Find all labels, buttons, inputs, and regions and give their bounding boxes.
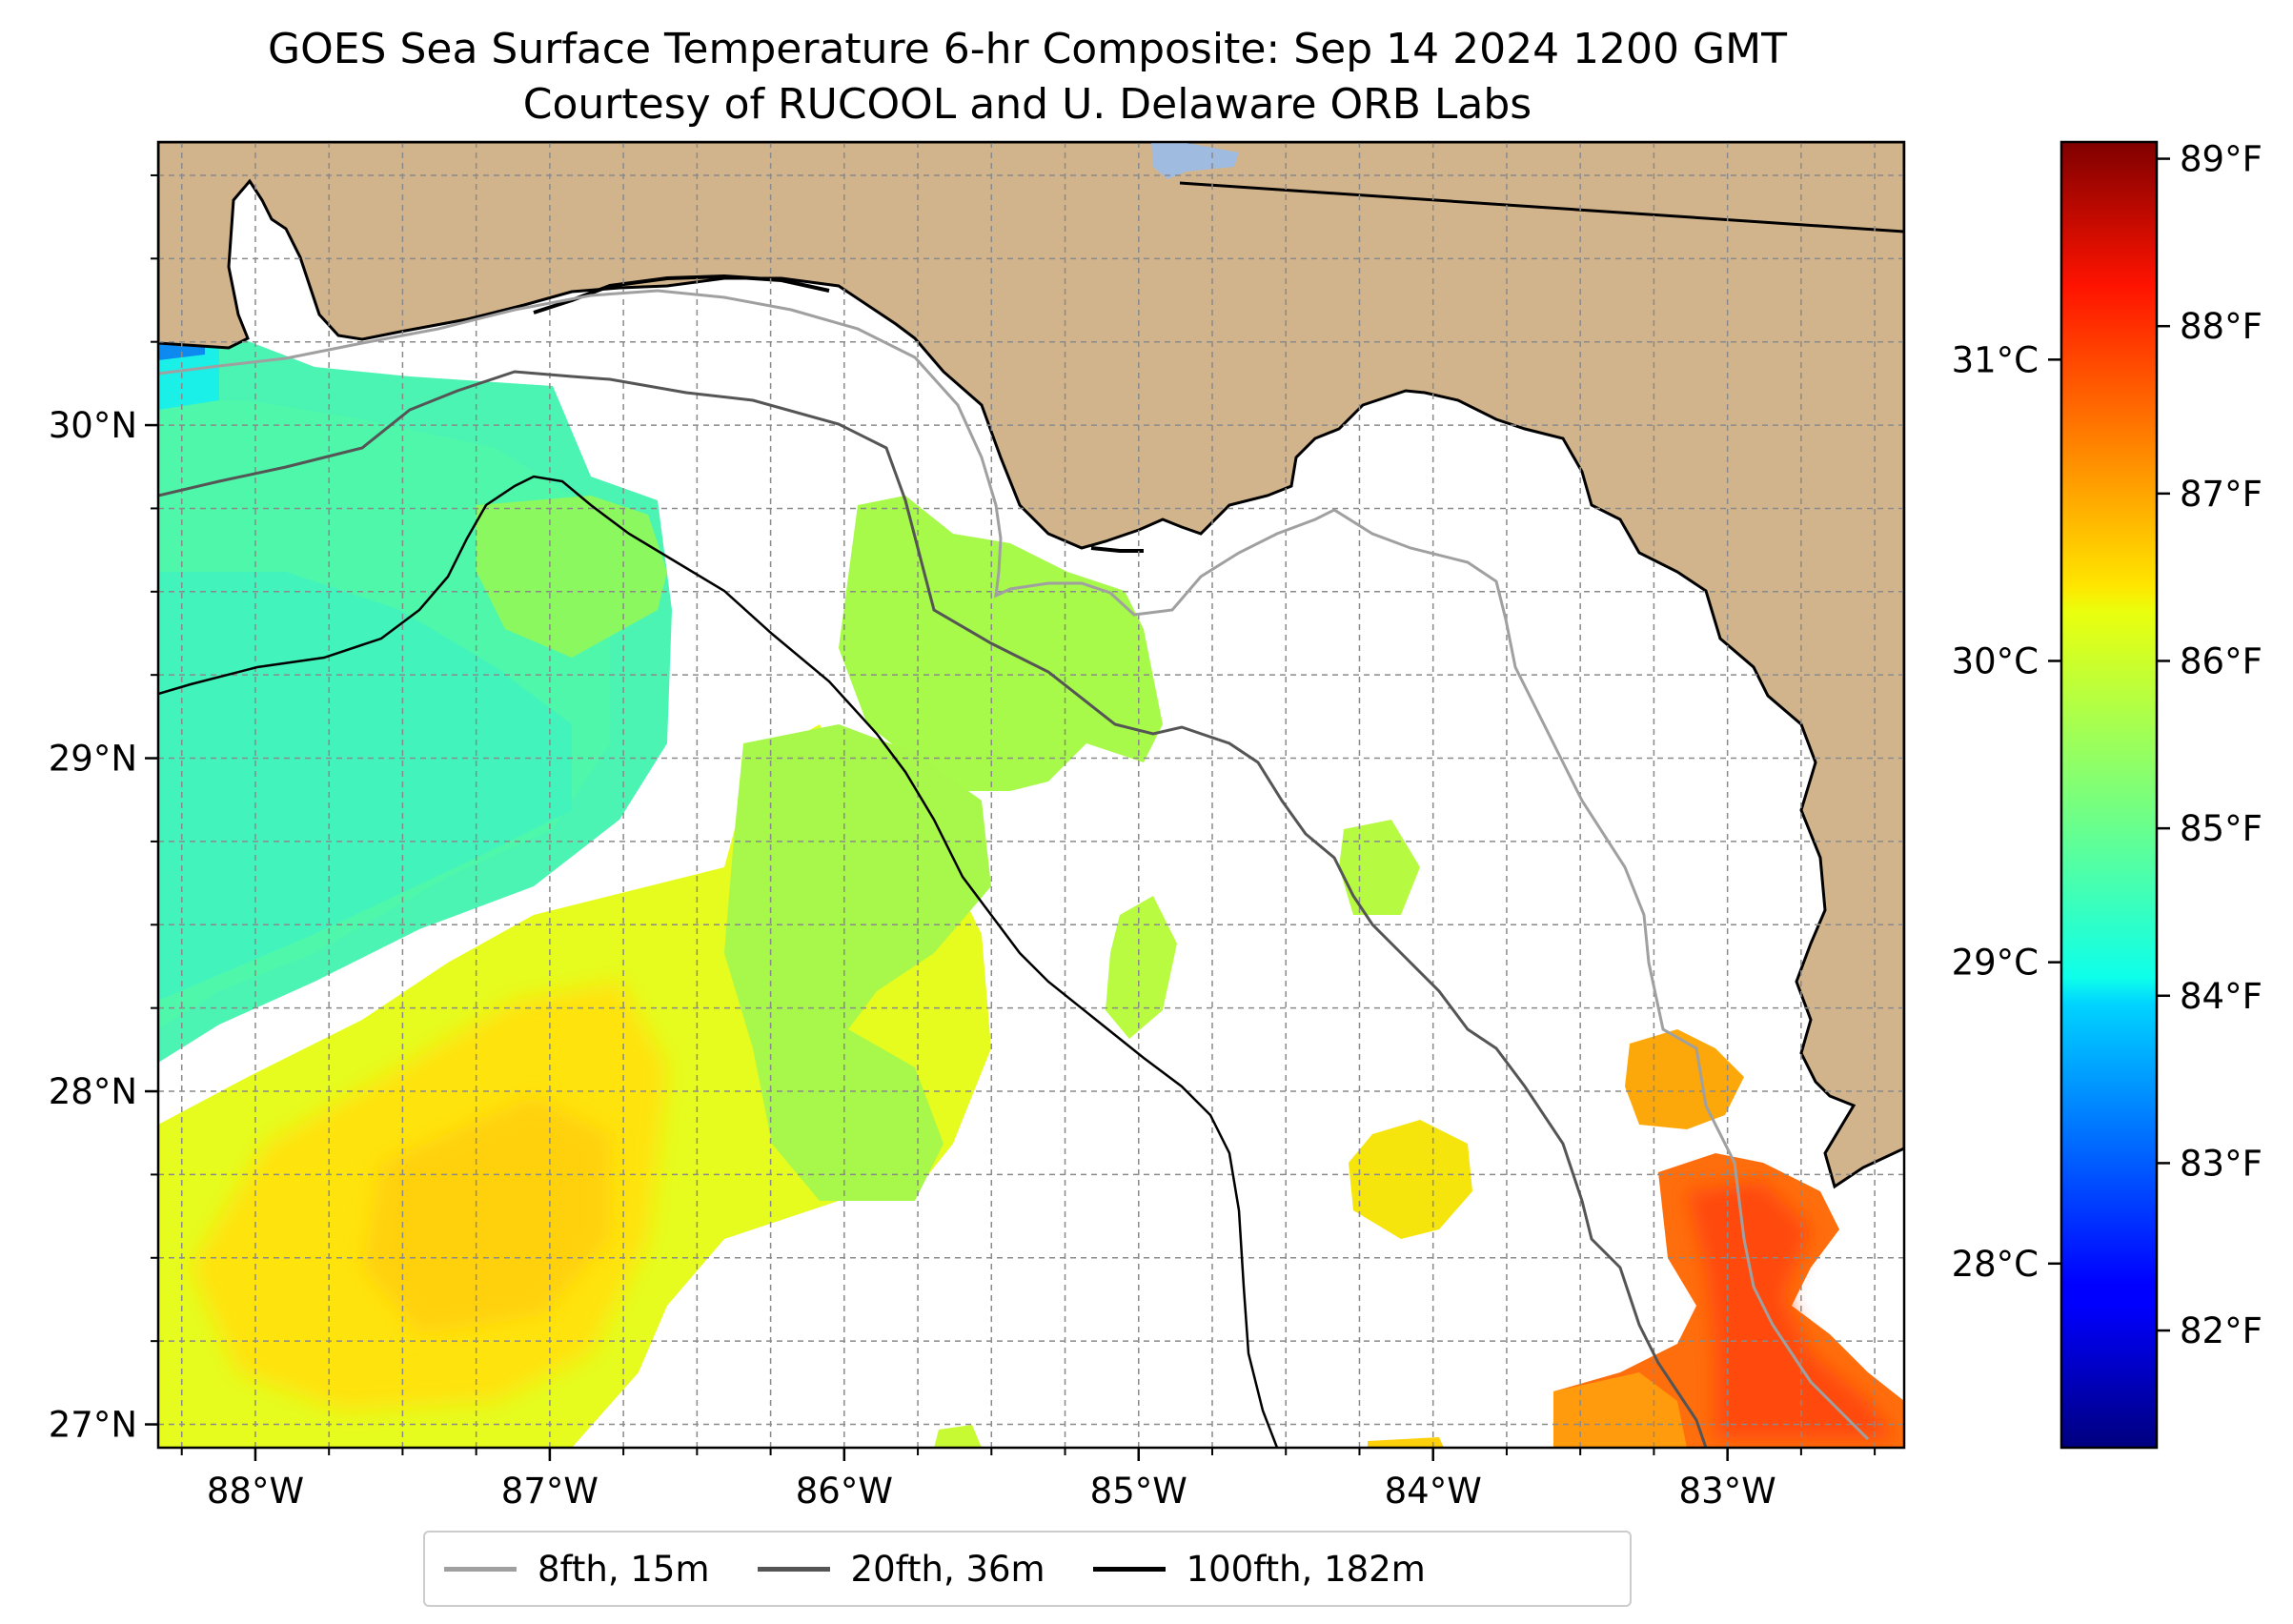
colorbar-f-label: 83°F [2180, 1143, 2263, 1184]
contour-100fth [158, 475, 1279, 1448]
y-tick-label: 28°N [49, 1071, 137, 1112]
legend-line-100fth [1092, 1566, 1166, 1572]
legend-label: 100fth, 182m [1186, 1548, 1426, 1590]
legend-item-20fth: 20fth, 36m [757, 1548, 1045, 1590]
legend-line-8fth [444, 1566, 517, 1572]
colorbar-c-label: 28°C [1952, 1244, 2039, 1285]
x-tick-label: 85°W [1090, 1471, 1187, 1512]
map-axes: 88°W 87°W 86°W 85°W 84°W 83°W 30°N 29°N 28°N 27°N [49, 173, 1877, 1512]
x-tick-label: 88°W [207, 1471, 304, 1512]
x-tick-label: 87°W [501, 1471, 599, 1512]
colorbar-f-label: 89°F [2180, 139, 2263, 180]
sst-field [158, 329, 1904, 1448]
colorbar-c-label: 31°C [1952, 339, 2039, 380]
figure-title: GOES Sea Surface Temperature 6-hr Compos… [268, 25, 1787, 73]
legend-item-100fth: 100fth, 182m [1092, 1548, 1426, 1590]
legend-line-20fth [757, 1566, 830, 1572]
gridlines [158, 142, 1904, 1448]
x-tick-label: 84°W [1385, 1471, 1482, 1512]
colorbar-axes: 82°F 83°F 84°F 85°F 86°F 87°F 88°F 89°F 28°C 29°C… [1952, 139, 2263, 1351]
y-tick-label: 29°N [49, 739, 137, 780]
state-border [1179, 181, 1904, 233]
colorbar-f-label: 85°F [2180, 808, 2263, 849]
y-tick-label: 30°N [49, 405, 137, 446]
colorbar-f-label: 87°F [2180, 474, 2263, 515]
contour-8fth [158, 289, 1870, 1441]
colorbar-f-label: 88°F [2180, 306, 2263, 347]
x-tick-label: 86°W [796, 1471, 893, 1512]
map-frame [156, 140, 1906, 1450]
land-mass [158, 142, 1904, 1189]
figure-subtitle: Courtesy of RUCOOL and U. Delaware ORB L… [522, 80, 1532, 129]
x-tick-label: 83°W [1679, 1471, 1776, 1512]
legend: 8fth, 15m 20fth, 36m 100fth, 182m [423, 1531, 1632, 1607]
inland-lake [1151, 142, 1239, 179]
colorbar-c-label: 29°C [1952, 943, 2039, 984]
colorbar-f-label: 82°F [2180, 1310, 2263, 1351]
colorbar-c-label: 30°C [1952, 640, 2039, 681]
legend-item-8fth: 8fth, 15m [444, 1549, 710, 1590]
colorbar [2060, 140, 2159, 1450]
legend-label: 20fth, 36m [850, 1548, 1045, 1590]
colorbar-f-label: 84°F [2180, 976, 2263, 1017]
legend-label: 8fth, 15m [538, 1548, 710, 1590]
contour-20fth [158, 370, 1708, 1448]
map-area [158, 142, 1904, 1448]
colorbar-f-label: 86°F [2180, 640, 2263, 681]
y-tick-label: 27°N [49, 1405, 137, 1446]
